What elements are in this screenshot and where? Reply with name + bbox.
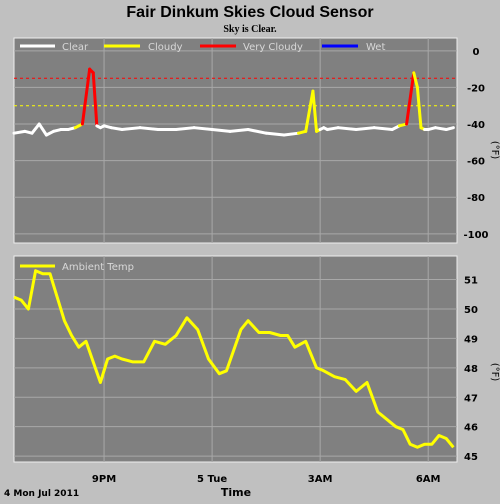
ambient-series: [13, 269, 455, 449]
sky-series-segment: [210, 128, 232, 133]
sky-y-tick-label: -100: [463, 230, 488, 241]
sky-y-axis-label: (°F): [489, 141, 500, 160]
x-tick-label: 3AM: [308, 474, 333, 485]
sky-series-segment: [282, 131, 301, 137]
ambient-y-tick-label: 48: [464, 364, 478, 375]
sky-series-segment: [405, 71, 416, 126]
sky-series-segment: [109, 126, 124, 132]
sky-series-segment: [120, 126, 142, 132]
date-label: 4 Mon Jul 2011: [4, 489, 79, 499]
x-tick-label: 6AM: [416, 474, 441, 485]
legend-label-very-cloudy: Very Cloudy: [243, 42, 303, 53]
x-tick-label: 9PM: [92, 474, 116, 485]
sky-y-tick-label: -20: [467, 83, 485, 94]
ambient-y-tick-label: 51: [464, 276, 478, 287]
x-tick-labels: 9PM 5 Tue 3AM 6AM: [92, 474, 441, 485]
x-tick-label: 5 Tue: [197, 474, 227, 485]
sky-grid: [14, 38, 457, 243]
ambient-y-tick-label: 46: [464, 423, 478, 434]
sky-series-segment: [37, 122, 48, 137]
ambient-y-ticks: 51 50 49 48 47 46 45: [464, 276, 478, 464]
sky-series-segment: [444, 126, 455, 132]
ambient-y-tick-label: 49: [464, 334, 478, 345]
sky-series-segment: [304, 89, 315, 133]
ambient-temp-line: [13, 269, 455, 449]
ambient-y-tick-label: 50: [464, 305, 478, 316]
ambient-y-tick-label: 45: [464, 452, 478, 463]
sky-series-segment: [174, 126, 196, 132]
sky-series-segment: [30, 122, 41, 135]
sky-series-segment: [228, 128, 250, 133]
chart-subtitle: Sky is Clear.: [223, 24, 277, 35]
sky-series-segment: [372, 126, 394, 132]
sky-series: [12, 67, 455, 137]
sky-legend: Clear Cloudy Very Cloudy Wet: [20, 42, 385, 53]
sky-series-segment: [12, 129, 27, 135]
sky-y-tick-label: 0: [473, 47, 480, 58]
sky-series-segment: [138, 126, 160, 132]
sky-y-tick-label: -40: [467, 120, 485, 131]
ambient-legend: Ambient Temp: [20, 262, 134, 273]
sky-series-segment: [91, 71, 99, 128]
sky-series-segment: [412, 71, 419, 89]
ambient-plot-area: [13, 255, 458, 463]
ambient-y-tick-label: 47: [464, 393, 478, 404]
sky-series-segment: [325, 126, 340, 132]
sky-y-tick-label: -60: [467, 157, 485, 168]
ambient-grid: [14, 256, 457, 462]
sky-series-segment: [433, 126, 448, 132]
legend-label-ambient: Ambient Temp: [62, 262, 134, 273]
sky-series-segment: [415, 85, 423, 130]
sky-series-segment: [264, 131, 286, 137]
ambient-temperature-panel: 51 50 49 48 47 46 45 Ambient Temp (°F): [13, 255, 500, 464]
sky-series-segment: [246, 128, 268, 135]
sky-y-ticks: 0 -20 -40 -60 -80 -100: [463, 47, 488, 241]
ambient-y-axis-label: (°F): [489, 363, 500, 382]
x-axis-label: Time: [221, 486, 251, 499]
legend-label-clear: Clear: [62, 42, 89, 53]
sky-series-segment: [192, 126, 214, 132]
legend-label-cloudy: Cloudy: [148, 42, 183, 53]
sky-temperature-panel: 0 -20 -40 -60 -80 -100 Clear Cloudy Very Clou…: [12, 37, 500, 244]
sky-series-segment: [80, 67, 92, 126]
sky-series-segment: [336, 126, 358, 132]
sky-plot-area: [13, 37, 458, 244]
sky-y-tick-label: -80: [467, 193, 485, 204]
chart-title: Fair Dinkum Skies Cloud Sensor: [126, 4, 373, 21]
sky-series-segment: [354, 126, 376, 132]
legend-label-wet: Wet: [366, 42, 385, 53]
sky-series-segment: [311, 89, 319, 133]
